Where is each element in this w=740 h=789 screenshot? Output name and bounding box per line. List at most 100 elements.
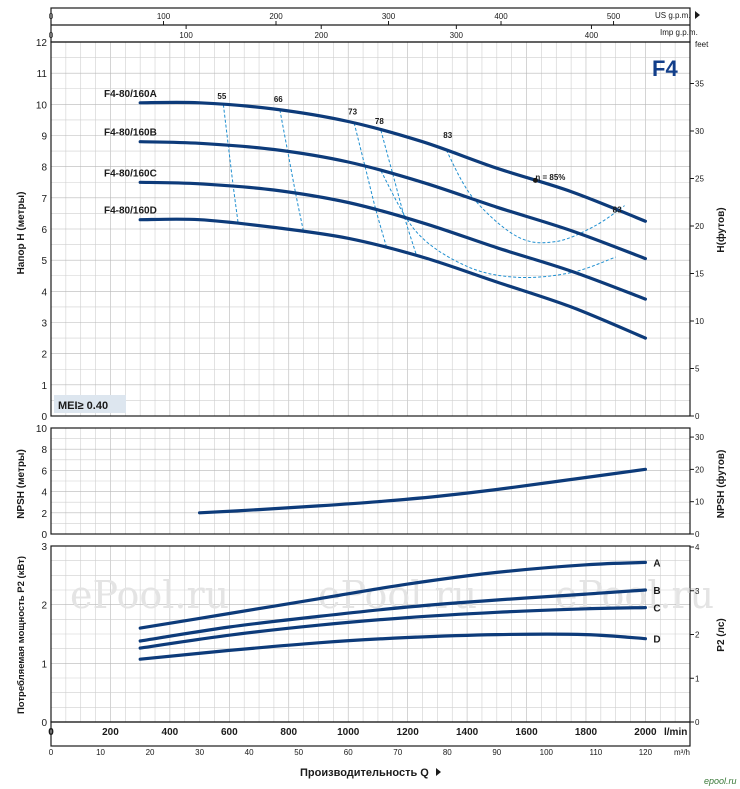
- y-tick-label: 6: [41, 225, 47, 236]
- y-tick-label: 2: [41, 601, 47, 612]
- y-tick-label: 1: [41, 659, 47, 670]
- lmin-tick-label: 1200: [397, 727, 420, 738]
- efficiency-isoline: [279, 109, 305, 232]
- efficiency-label: 83: [443, 131, 452, 140]
- y-tick-label: 3: [41, 542, 47, 553]
- efficiency-label: 55: [217, 92, 226, 101]
- efficiency-label: η = 85%: [535, 173, 565, 182]
- lmin-tick-label: 400: [162, 727, 179, 738]
- power-curve: [138, 632, 647, 661]
- bottom-scale-frame: [50, 721, 691, 747]
- m3h-tick-label: 80: [443, 748, 452, 757]
- y-tick-label: 2: [41, 350, 47, 361]
- y2-tick-label: 0: [695, 718, 700, 727]
- lmin-tick-label: 600: [221, 727, 238, 738]
- efficiency-isoline: [380, 130, 418, 256]
- y2-tick-label: 30: [695, 127, 704, 136]
- efficiency-label: 78: [375, 117, 384, 126]
- y-tick-label: 2: [41, 509, 47, 520]
- m3h-tick-label: 10: [96, 748, 105, 757]
- m3h-tick-label: 110: [590, 748, 603, 757]
- y2-tick-label: 20: [695, 465, 704, 474]
- m3h-tick-label: 20: [146, 748, 155, 757]
- lmin-tick-label: 1400: [456, 727, 479, 738]
- y-tick-label: 10: [36, 424, 48, 435]
- impgpm-unit-label: Imp g.p.m.: [660, 28, 698, 37]
- head-curve: [138, 140, 647, 261]
- y-tick-label: 4: [41, 488, 47, 499]
- y-tick-label: 3: [41, 319, 47, 330]
- usgpm-tick-label: 0: [49, 12, 54, 21]
- model-badge: F4: [652, 56, 678, 81]
- head-curve-label: F4-80/160D: [104, 206, 157, 217]
- usgpm-tick-label: 500: [607, 12, 621, 21]
- site-mark: epool.ru: [704, 776, 737, 786]
- usgpm-arrow-icon: [695, 11, 700, 19]
- usgpm-tick-label: 400: [494, 12, 508, 21]
- flow-axis-title: Производительность Q: [300, 767, 429, 779]
- y-tick-label: 0: [41, 718, 47, 729]
- m3h-tick-label: 90: [492, 748, 501, 757]
- panel-frame-0: [50, 41, 691, 417]
- y-tick-label: 0: [41, 412, 47, 423]
- impgpm-tick-label: 100: [179, 31, 193, 40]
- y-tick-label: 6: [41, 466, 47, 477]
- efficiency-label: 83: [613, 206, 622, 215]
- power-axis-title: Потребляемая мощность P2 (кВт): [16, 556, 27, 714]
- y2-tick-label: 0: [695, 412, 700, 421]
- y2-tick-label: 15: [695, 270, 704, 279]
- y-tick-label: 11: [37, 69, 48, 80]
- npsh-axis-title: NPSH (метры): [16, 449, 27, 519]
- y2-tick-label: 25: [695, 175, 704, 184]
- y-tick-label: 7: [41, 194, 47, 205]
- y-tick-label: 10: [36, 100, 48, 111]
- m3h-tick-label: 30: [195, 748, 204, 757]
- y-tick-label: 1: [41, 381, 47, 392]
- y-tick-label: 4: [41, 287, 47, 298]
- y2-tick-label: 20: [695, 222, 704, 231]
- y2-tick-label: 35: [695, 80, 704, 89]
- head-curve-label: F4-80/160B: [104, 128, 157, 139]
- impgpm-tick-label: 400: [585, 31, 599, 40]
- power-curve: [138, 606, 647, 650]
- head-feet-axis-title: H(футов): [715, 207, 727, 252]
- power-curve-label: D: [653, 635, 660, 646]
- npsh-feet-axis-title: NPSH (футов): [715, 450, 727, 519]
- head-curve-label: F4-80/160C: [104, 168, 157, 179]
- head-curve: [138, 100, 647, 223]
- efficiency-label: 73: [348, 108, 357, 117]
- m3h-tick-label: 120: [639, 748, 653, 757]
- panel-frame-1: [50, 427, 691, 535]
- impgpm-tick-label: 200: [315, 31, 329, 40]
- mei-label: MEI≥ 0.40: [58, 400, 108, 412]
- y2-tick-label: 30: [695, 433, 704, 442]
- watermark-layer: ePool.ru ePool.ru ePool.ru: [70, 573, 714, 617]
- y-tick-label: 8: [41, 445, 47, 456]
- lmin-tick-label: 1800: [575, 727, 598, 738]
- m3h-tick-label: 60: [344, 748, 353, 757]
- feet-unit-label: feet: [695, 40, 709, 49]
- flow-axis-arrow-icon: [436, 768, 441, 776]
- power-curve-label: B: [653, 586, 660, 597]
- m3h-tick-label: 0: [49, 748, 54, 757]
- power-curve-label: A: [653, 558, 660, 569]
- power-hp-axis-title: P2 (лс): [716, 618, 727, 651]
- lmin-tick-label: 1000: [337, 727, 360, 738]
- m3h-tick-label: 40: [245, 748, 254, 757]
- impgpm-tick-label: 0: [49, 31, 54, 40]
- efficiency-isoline-83: [380, 170, 616, 279]
- lmin-tick-label: 200: [102, 727, 119, 738]
- y2-tick-label: 1: [695, 674, 700, 683]
- y2-tick-label: 5: [695, 365, 700, 374]
- head-curve: [138, 180, 647, 301]
- efficiency-label: 66: [274, 95, 283, 104]
- power-curve: [138, 560, 647, 630]
- y-tick-label: 12: [36, 38, 48, 49]
- power-curve-label: C: [653, 604, 660, 615]
- npsh-curve: [198, 467, 647, 515]
- usgpm-tick-label: 200: [269, 12, 283, 21]
- y-tick-label: 9: [41, 132, 47, 143]
- lmin-tick-label: 1600: [515, 727, 538, 738]
- efficiency-isoline: [353, 122, 388, 249]
